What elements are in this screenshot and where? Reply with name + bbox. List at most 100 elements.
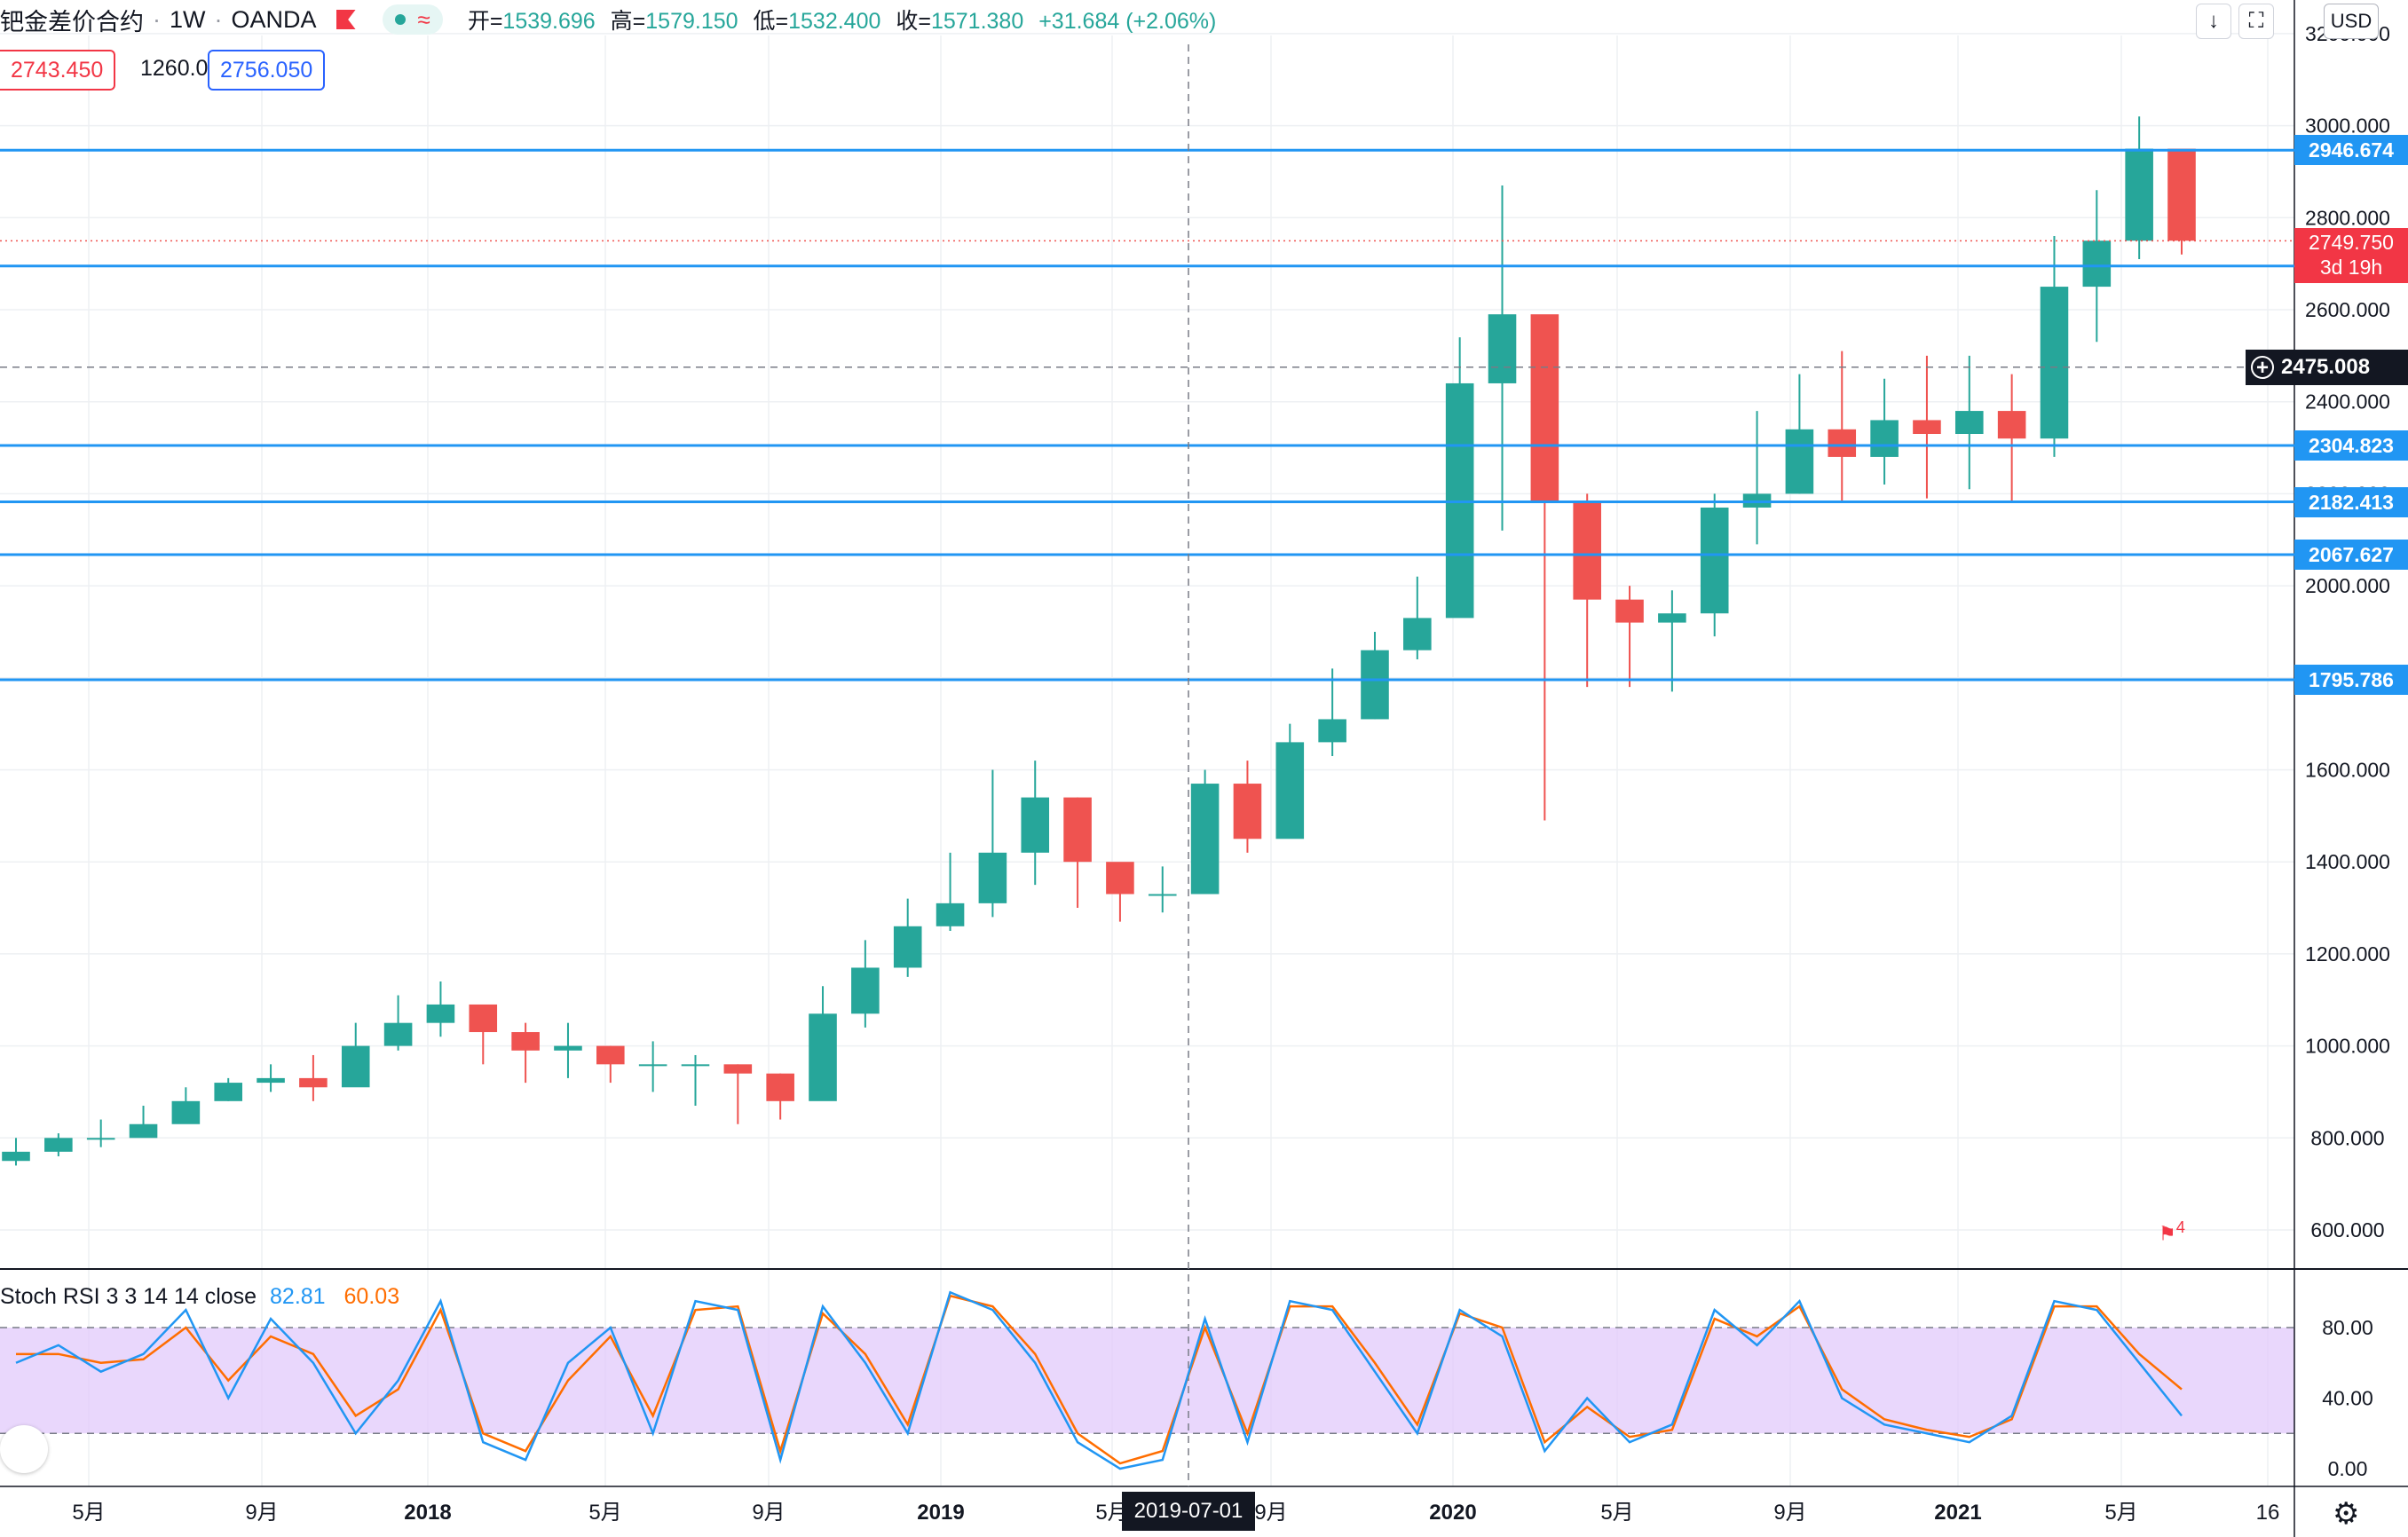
- ohlc-high-label: 高=: [610, 9, 646, 34]
- candle-body: [86, 1138, 115, 1140]
- stoch-axis-tick: 0.00: [2328, 1457, 2368, 1480]
- separator-dot: ·: [153, 5, 161, 33]
- candle-body: [1700, 507, 1729, 614]
- ohlc-values: 开=1539.696 高=1579.150 低=1532.400 收=1571.…: [468, 4, 1226, 35]
- spread-value: 1260.0: [130, 50, 219, 87]
- price-axis-tick: 2800.000: [2305, 206, 2390, 229]
- symbol-title[interactable]: 钯金差价合约: [0, 8, 144, 35]
- candle-body: [1615, 599, 1644, 623]
- candle-body: [511, 1032, 540, 1051]
- candle-body: [1403, 618, 1432, 650]
- candle-body: [1021, 797, 1050, 853]
- candle-body: [978, 852, 1007, 903]
- fullscreen-icon[interactable]: ⛶: [2238, 4, 2274, 39]
- candle-body: [1658, 613, 1686, 623]
- separator-dot: ·: [214, 5, 223, 33]
- price-axis-tick: 800.000: [2310, 1126, 2384, 1149]
- exchange-label: OANDA: [231, 5, 317, 33]
- stoch-axis-tick: 80.00: [2322, 1316, 2373, 1339]
- stoch-band: [0, 1328, 2294, 1434]
- stoch-k-value: 82.81: [270, 1284, 326, 1309]
- candle-body: [1063, 797, 1092, 863]
- horizontal-line-label: 2182.413: [2294, 486, 2408, 517]
- time-axis-label: 5月: [2104, 1501, 2137, 1525]
- add-alert-icon[interactable]: +: [2251, 356, 2274, 380]
- flag-icon[interactable]: [336, 10, 356, 29]
- time-axis-label: 9月: [1254, 1501, 1287, 1525]
- bar-countdown: 3d 19h: [2319, 256, 2383, 280]
- ohlc-open-label: 开=: [467, 9, 503, 34]
- currency-button[interactable]: USD: [2324, 4, 2379, 39]
- time-axis-label: 5月: [1600, 1501, 1633, 1525]
- horizontal-line-label: 1795.786: [2294, 664, 2408, 695]
- event-count: 4: [2175, 1218, 2185, 1236]
- candle-body: [2167, 148, 2196, 241]
- economic-event-icon[interactable]: ⚑4: [2159, 1218, 2185, 1245]
- gear-icon[interactable]: ⚙: [2333, 1497, 2360, 1531]
- candle-body: [299, 1077, 328, 1088]
- stoch-axis-tick: 40.00: [2322, 1387, 2373, 1410]
- ohlc-open: 1539.696: [502, 9, 596, 34]
- candle-body: [766, 1073, 794, 1101]
- candle-body: [1275, 742, 1305, 839]
- stoch-title[interactable]: Stoch RSI 3 3 14 14 close: [0, 1284, 257, 1309]
- candle-body: [469, 1004, 498, 1033]
- download-icon[interactable]: ↓: [2196, 4, 2231, 39]
- crosshair-date-label: 2019-07-01: [1122, 1492, 1255, 1531]
- candle-body: [1361, 650, 1389, 720]
- candle-body: [1913, 420, 1941, 434]
- candle-body: [596, 1045, 625, 1065]
- candle-body: [1828, 429, 1857, 457]
- price-axis-tick: 3000.000: [2305, 114, 2390, 138]
- market-open-icon: [394, 14, 406, 25]
- candle-body: [1785, 429, 1814, 494]
- candle-body: [1148, 894, 1177, 896]
- candle-body: [723, 1064, 753, 1074]
- horizontal-line-label: 2304.823: [2294, 430, 2408, 461]
- interval-label[interactable]: 1W: [170, 5, 206, 33]
- ohlc-close: 1571.380: [930, 9, 1024, 34]
- candle-body: [638, 1064, 667, 1067]
- stoch-k-line: [15, 1290, 2183, 1470]
- time-axis-label: 2018: [404, 1501, 451, 1525]
- status-pill[interactable]: ≈: [382, 4, 443, 35]
- candle-body: [214, 1083, 243, 1101]
- ohlc-close-label: 收=: [896, 9, 931, 34]
- candle-body: [44, 1138, 73, 1152]
- candle-body: [1106, 862, 1134, 895]
- ohlc-change: +31.684 (+2.06%): [1038, 9, 1217, 34]
- horizontal-line-label: 2067.627: [2294, 540, 2408, 571]
- candle-body: [851, 967, 880, 1014]
- time-axis-label: 2020: [1429, 1501, 1476, 1525]
- candle-body: [2082, 240, 2112, 288]
- tradingview-logo-icon[interactable]: [0, 1425, 48, 1473]
- candle-body: [1997, 411, 2026, 439]
- candle-body: [426, 1004, 455, 1023]
- candle-body: [809, 1013, 837, 1101]
- price-axis-tick: 2000.000: [2305, 574, 2390, 597]
- stoch-legend: Stoch RSI 3 3 14 14 close 82.81 60.03: [0, 1284, 399, 1310]
- crosshair-price-label: +2475.008: [2246, 349, 2408, 385]
- candle-body: [1573, 502, 1601, 600]
- candle-body: [1954, 411, 1984, 434]
- candle-body: [171, 1100, 201, 1124]
- time-axis-label: 9月: [752, 1501, 785, 1525]
- time-axis-label: 5月: [72, 1501, 105, 1525]
- ohlc-high: 1579.150: [645, 9, 738, 34]
- candle-body: [681, 1064, 710, 1067]
- price-axis-tick: 1600.000: [2305, 759, 2390, 782]
- time-axis-label: 9月: [245, 1501, 278, 1525]
- candle-body: [341, 1045, 370, 1088]
- candle-body: [1530, 314, 1559, 503]
- crosshair-price: 2475.008: [2281, 354, 2371, 379]
- sell-price-button[interactable]: 2743.450: [0, 50, 116, 91]
- candle-body: [1190, 784, 1220, 895]
- ohlc-low: 1532.400: [788, 9, 881, 34]
- price-axis-tick: 1200.000: [2305, 942, 2390, 966]
- candle-body: [893, 926, 922, 968]
- current-price-label: 2749.750 3d 19h: [2294, 228, 2408, 284]
- buy-price-button[interactable]: 2756.050: [208, 50, 326, 91]
- price-axis-tick: 2600.000: [2305, 298, 2390, 321]
- time-axis-label: 16: [2256, 1501, 2280, 1525]
